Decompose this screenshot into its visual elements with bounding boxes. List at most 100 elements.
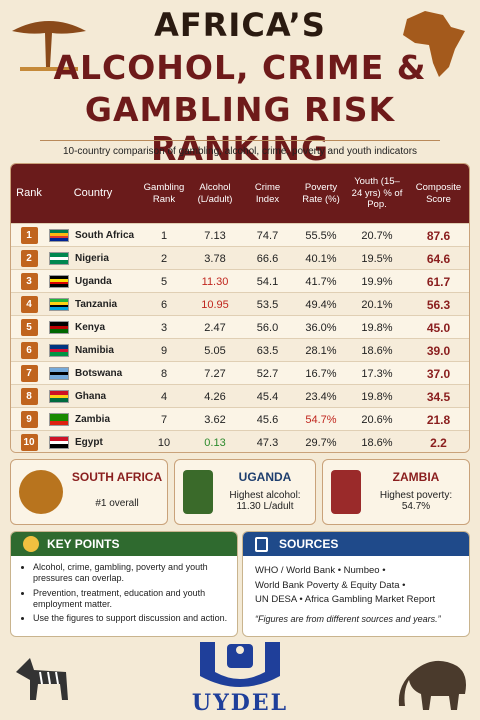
flag [49,298,69,311]
flag [49,436,69,449]
table-cell: 7.27 [189,362,241,385]
table-cell: 8 [11,385,47,408]
cell-value: 9 [160,344,168,357]
elephant-icon [398,660,466,710]
table-row: 2 Nigeria 2 3.78 66.6 40.1% 19.5% 64.6 [11,246,469,270]
country-name: Kenya [75,322,106,333]
cell-value: 20.1% [361,298,393,311]
table-cell: 4 [11,293,47,316]
card-icon [19,470,63,514]
table-cell: 55.5% [294,224,348,247]
doc-icon [255,537,268,552]
table-cell: 9 [139,339,189,362]
cell-value: 29.7% [305,436,337,449]
flag-stripe [50,398,68,403]
table-row: 7 Botswana 8 7.27 52.7 16.7% 17.3% 37.0 [11,361,469,385]
cell-value: 55.5% [305,229,337,242]
table-cell: 52.7 [241,362,294,385]
table-row: 6 Namibia 9 5.05 63.5 28.1% 18.6% 39.0 [11,338,469,362]
table-row: 10 Egypt 10 0.13 47.3 29.7% 18.6% 2.2 [11,430,469,452]
cell-value: 1 [160,229,168,242]
cell-value: 66.6 [256,252,279,265]
cell-value: 19.5% [361,252,393,265]
cell-value: 56.0 [256,321,279,334]
table-cell: 87.6 [406,224,469,247]
table-cell: 21.8 [406,408,469,431]
table-cell: Kenya [47,316,139,339]
table-cell: 63.5 [241,339,294,362]
cell-value: 56.3 [426,297,451,312]
flag-stripe [50,329,68,334]
table-row: 4 Tanzania 6 10.95 53.5 49.4% 20.1% 56.3 [11,292,469,316]
country-name: Uganda [75,276,112,287]
table-cell: 1 [139,224,189,247]
flag-stripe [50,238,68,241]
table-cell: 56.3 [406,293,469,316]
flag [49,252,69,265]
sources-box: SOURCES WHO / World Bank • Numbeo • World… [242,531,470,637]
cell-value: 34.5 [426,389,451,404]
cell-value: 49.4% [305,298,337,311]
table-cell: 19.8% [348,385,406,408]
table-cell: 64.6 [406,247,469,270]
flag-stripe [50,230,68,233]
flag-stripe [50,375,68,380]
flag-stripe [50,417,68,422]
cell-value: 11.30 [201,275,229,288]
cell-value: 37.0 [426,366,451,381]
cell-value: 7 [160,413,168,426]
table-cell: Uganda [47,270,139,293]
table-cell: 6 [139,293,189,316]
flag-stripe [50,253,68,257]
card-text: Highest alcohol: 11.30 L/adult [229,490,301,512]
table-cell: 20.1% [348,293,406,316]
flag-stripe [50,371,68,376]
table-row: 3 Uganda 5 11.30 54.1 41.7% 19.9% 61.7 [11,269,469,293]
country-name: South Africa [75,230,135,241]
highlight-card: UGANDA Highest alcohol: 11.30 L/adult [174,459,316,525]
cell-value: 19.8% [361,321,393,334]
divider [40,140,440,141]
rank-badge: 3 [20,273,38,290]
table-cell: 66.6 [241,247,294,270]
flag-stripe [50,437,68,441]
logo-text: UYDEL [191,690,289,716]
table-cell: 29.7% [294,431,348,452]
column-header: Youth (15–24 yrs) % of Pop. [348,164,406,223]
flag [49,413,69,426]
table-cell: 34.5 [406,385,469,408]
column-header: Crime Index [241,164,294,223]
card-title: UGANDA [238,470,292,484]
table-cell: 0.13 [189,431,241,452]
country-name: Botswana [75,368,123,379]
cell-value: 63.5 [256,344,279,357]
card-icon [331,470,361,514]
table-cell: 4.26 [189,385,241,408]
table-cell: 61.7 [406,270,469,293]
flag-stripe [50,281,68,285]
column-header: Composite Score [406,164,469,223]
table-cell: 2.2 [406,431,469,452]
source-item: WHO / World Bank • Numbeo • [255,565,386,576]
table-cell: Nigeria [47,247,139,270]
table-cell: 4 [139,385,189,408]
table-cell: Egypt [47,431,139,452]
flag-stripe [50,345,68,349]
table-cell: 6 [11,339,47,362]
cell-value: 18.6% [361,436,393,449]
subtitle: 10-country comparison of gambling, alcoh… [62,146,418,157]
table-cell: Ghana [47,385,139,408]
flag [49,344,69,357]
card-icon [183,470,213,514]
table-cell: 11.30 [189,270,241,293]
table-cell: 37.0 [406,362,469,385]
table-cell: Tanzania [47,293,139,316]
cell-value: 16.7% [305,367,337,380]
table-cell: 7.13 [189,224,241,247]
table-cell: 53.5 [241,293,294,316]
rank-badge: 5 [20,319,38,336]
country-name: Namibia [75,345,114,356]
cell-value: 19.8% [361,390,393,403]
source-item: World Bank Poverty & Equity Data • [255,579,406,591]
